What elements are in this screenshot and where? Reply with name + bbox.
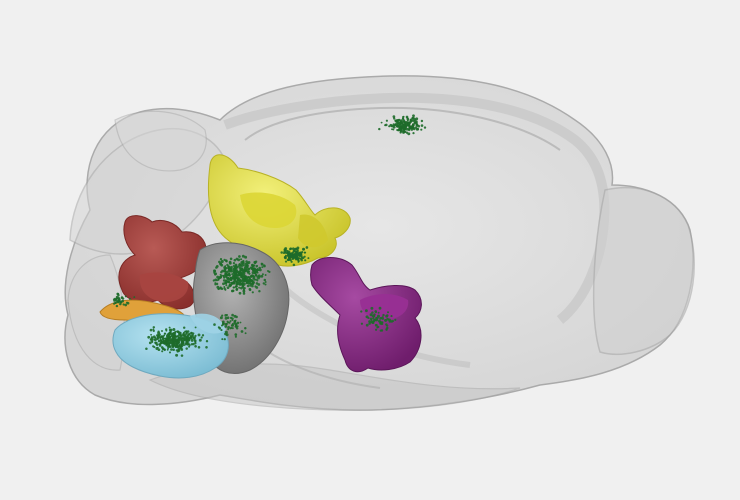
green-dot-clusters — [112, 114, 427, 357]
dot-cluster-6 — [213, 313, 247, 341]
dot-cluster-1 — [212, 254, 271, 295]
dot-cluster-5 — [360, 306, 397, 332]
dot-cluster-0 — [378, 114, 427, 136]
dot-cluster-2 — [145, 326, 209, 357]
yellow-region — [207, 154, 351, 267]
dot-cluster-4 — [112, 292, 136, 308]
dot-cluster-3 — [280, 246, 310, 267]
